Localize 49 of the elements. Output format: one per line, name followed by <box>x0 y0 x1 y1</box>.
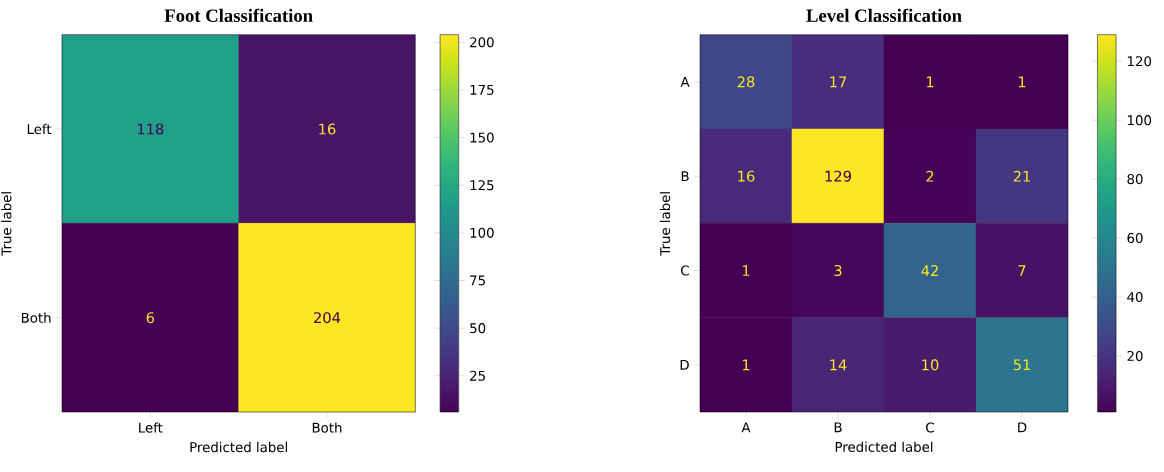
data-label: 1 <box>742 265 750 276</box>
x-tick-label: Left <box>139 422 163 433</box>
data-label: 1 <box>742 359 750 371</box>
color-bar-label: 40 <box>1127 291 1143 303</box>
data-label: 1 <box>1018 76 1026 88</box>
data-label: 2 <box>926 170 934 182</box>
color-bar-label: 20 <box>1127 350 1143 362</box>
color-bar-label: 200 <box>470 37 494 48</box>
data-label: 7 <box>1018 265 1026 276</box>
y-axis-title: True label <box>1 192 12 256</box>
data-label: 42 <box>921 265 938 276</box>
y-axis-title: True label <box>659 192 671 256</box>
x-tick-label: B <box>834 422 842 433</box>
x-tick-label: C <box>926 422 934 433</box>
data-label: 28 <box>737 76 755 88</box>
data-label: 14 <box>830 359 847 371</box>
color-bar-label: 100 <box>470 227 494 238</box>
data-label: 204 <box>314 312 341 324</box>
y-tick-label: B <box>681 171 689 182</box>
x-axis-title: Predicted label <box>835 441 933 452</box>
data-label: 10 <box>922 359 939 371</box>
data-label: 16 <box>738 170 755 182</box>
x-tick-label: A <box>741 422 751 433</box>
color-bar-label: 50 <box>470 323 486 334</box>
color-bar-label: 100 <box>1127 115 1152 126</box>
x-tick-label: Both <box>312 422 342 433</box>
y-tick-label: D <box>680 359 689 370</box>
y-tick-label: C <box>681 265 689 276</box>
y-tick-label: A <box>680 76 690 87</box>
data-label: 6 <box>146 312 155 324</box>
chart-title: Foot Classification <box>164 8 313 22</box>
color-bar-label: 120 <box>1127 56 1152 67</box>
color-bar-label: 25 <box>470 370 485 381</box>
color-bar-label: 80 <box>1127 174 1143 185</box>
data-label: 1 <box>926 76 934 88</box>
x-axis-title: Predicted label <box>190 441 287 453</box>
color-bar-label: 125 <box>470 180 494 191</box>
x-tick-label: D <box>1018 422 1027 433</box>
data-label: 51 <box>1013 359 1030 371</box>
color-bar-label: 75 <box>470 275 485 286</box>
color-bar-label: 60 <box>1127 233 1143 244</box>
data-label: 21 <box>1013 170 1030 182</box>
color-bar-label: 150 <box>470 132 494 143</box>
data-label: 3 <box>834 264 842 277</box>
data-label: 17 <box>830 76 847 88</box>
data-label: 118 <box>137 123 164 135</box>
color-bar-label: 175 <box>470 84 494 95</box>
data-label: 129 <box>825 170 851 182</box>
chart-title: Level Classification <box>806 8 962 22</box>
